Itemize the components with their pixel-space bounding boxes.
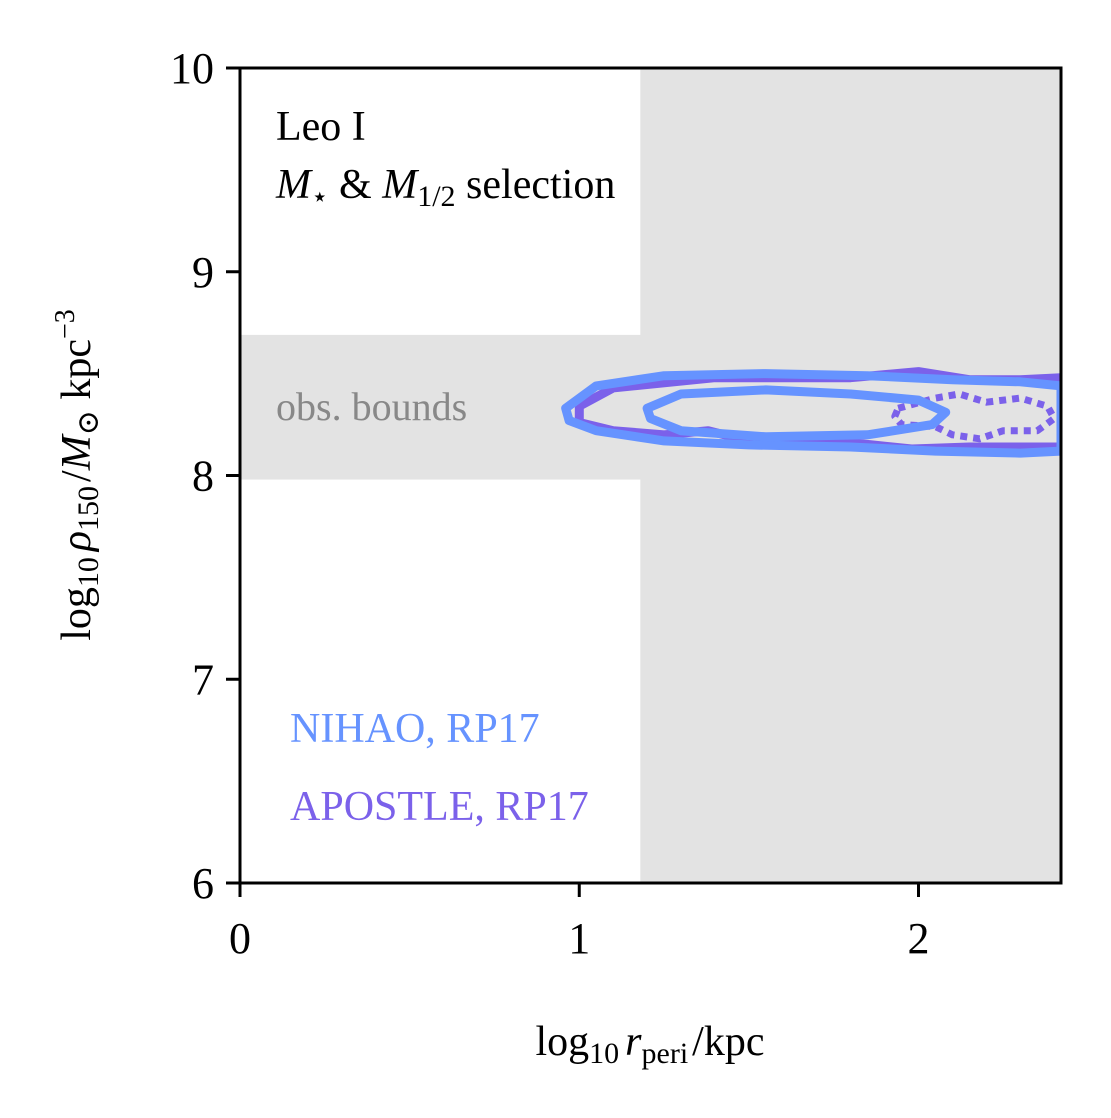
y-tick-label: 8 bbox=[192, 452, 214, 501]
y-tick-label: 6 bbox=[192, 859, 214, 908]
y-axis-label: log10ρ150/M⊙ kpc−3 bbox=[50, 309, 105, 641]
y-tick-label: 10 bbox=[170, 44, 214, 93]
y-tick-label: 7 bbox=[192, 655, 214, 704]
legend-entry-apostle: APOSTLE, RP17 bbox=[290, 784, 589, 830]
x-tick-label: 0 bbox=[229, 914, 251, 963]
legend-entry-nihao: NIHAO, RP17 bbox=[290, 706, 540, 752]
x-axis-label: log10 rperi/kpc bbox=[536, 1019, 765, 1070]
x-tick-label: 1 bbox=[568, 914, 590, 963]
x-axis-ticks: 0 1 2 bbox=[229, 883, 930, 963]
x-tick-label: 2 bbox=[908, 914, 930, 963]
contour-nihao-inner bbox=[642, 385, 951, 442]
contour-layer bbox=[561, 367, 1061, 458]
obs-bounds-label: obs. bounds bbox=[276, 384, 467, 429]
y-axis-ticks: 6 7 8 9 10 bbox=[170, 44, 240, 908]
y-tick-label: 9 bbox=[192, 248, 214, 297]
panel-subtitle: M⋆ & M1/2 selection bbox=[275, 162, 615, 213]
contour-nihao-outer bbox=[561, 369, 1061, 458]
panel-title: Leo I bbox=[276, 104, 366, 150]
